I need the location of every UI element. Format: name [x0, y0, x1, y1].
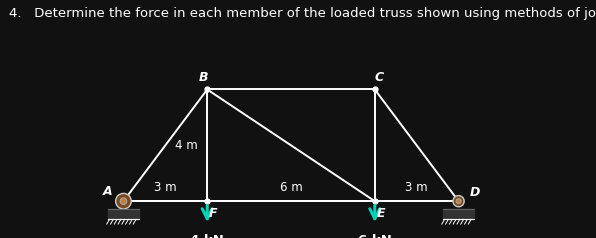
Bar	[108, 209, 139, 219]
Text: 4.   Determine the force in each member of the loaded truss shown using methods : 4. Determine the force in each member of…	[9, 7, 596, 20]
Circle shape	[453, 196, 464, 207]
Text: D: D	[470, 186, 480, 199]
Circle shape	[120, 198, 127, 204]
Text: 6 m: 6 m	[280, 181, 302, 194]
Text: F: F	[209, 207, 218, 220]
Text: B: B	[198, 71, 208, 84]
Circle shape	[116, 193, 131, 209]
Text: 6 kN: 6 kN	[358, 234, 392, 238]
Text: A: A	[103, 185, 113, 198]
Bar	[443, 209, 474, 219]
Circle shape	[456, 199, 461, 204]
Text: C: C	[374, 71, 384, 84]
Text: E: E	[377, 207, 385, 220]
Text: 3 m: 3 m	[154, 181, 176, 194]
Text: 4 kN: 4 kN	[190, 234, 224, 238]
Text: 4 m: 4 m	[175, 139, 197, 152]
Text: 3 m: 3 m	[405, 181, 428, 194]
